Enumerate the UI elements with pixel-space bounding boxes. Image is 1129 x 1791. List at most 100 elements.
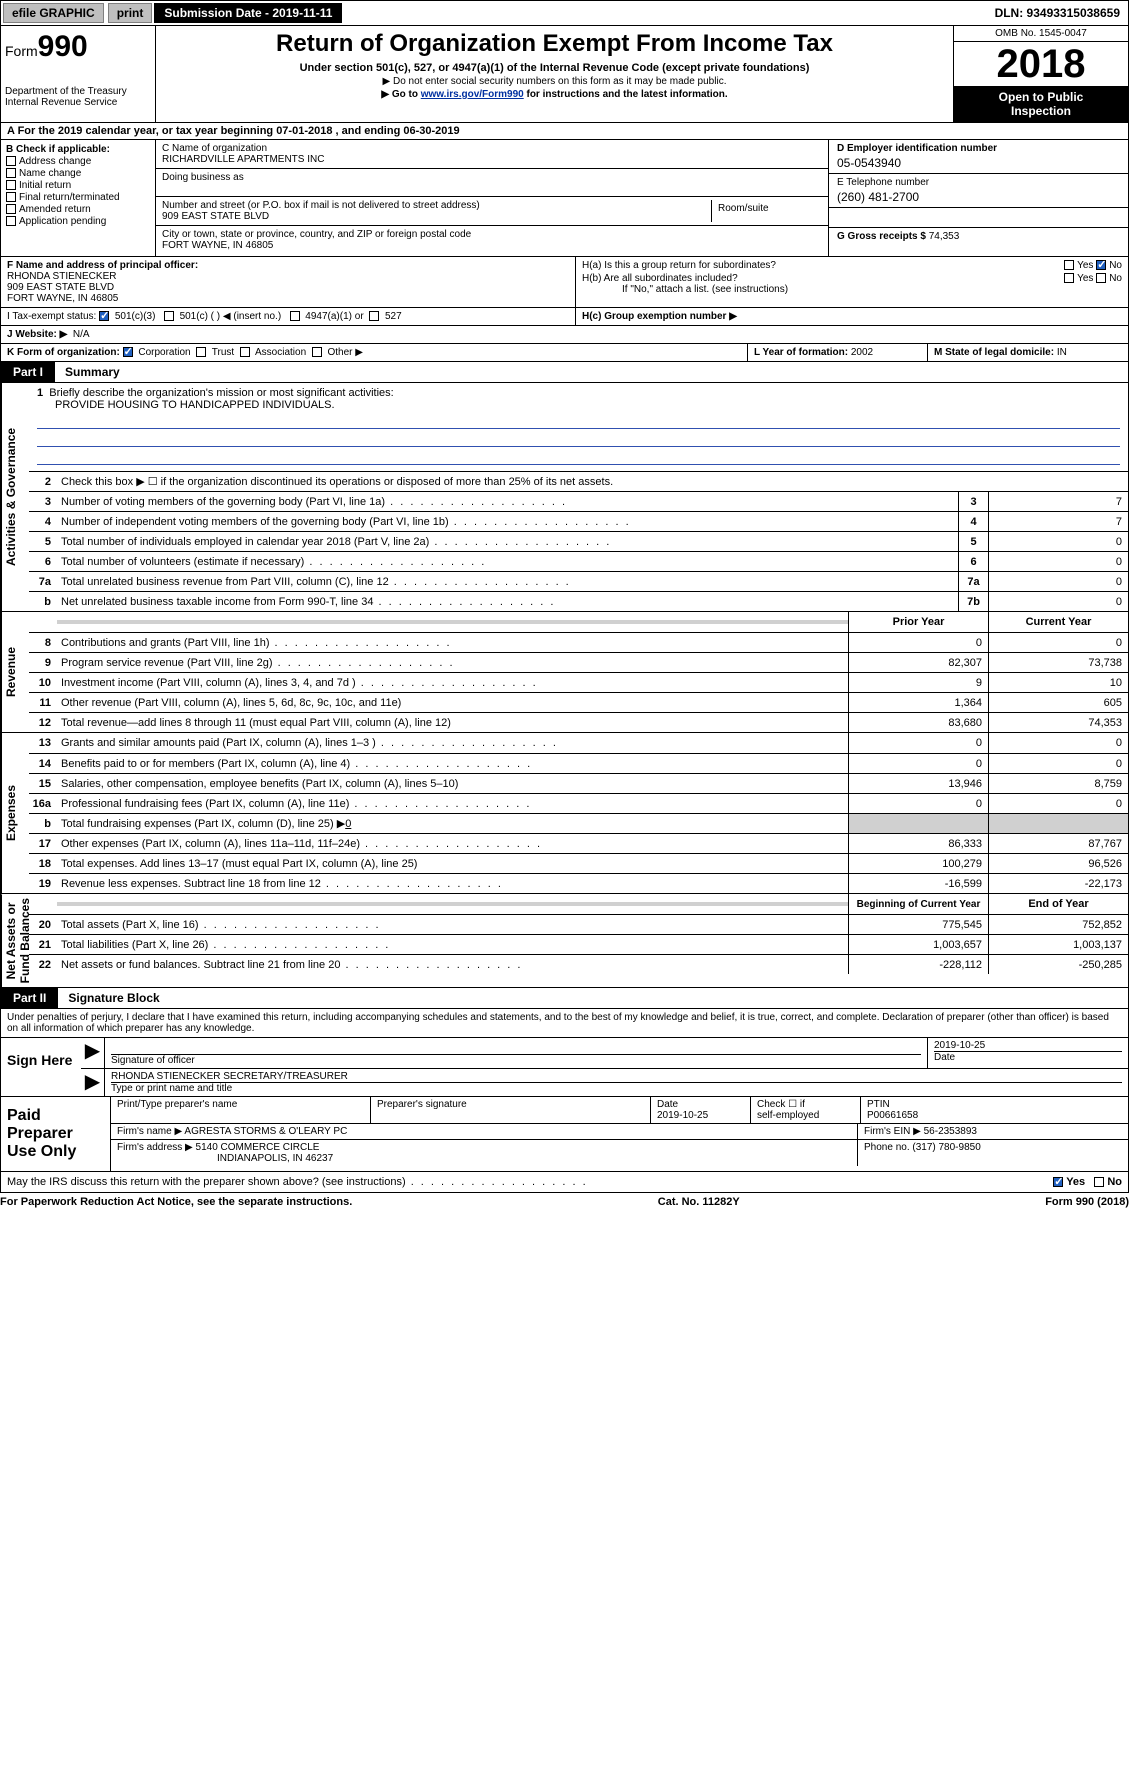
firm-addr-lbl: Firm's address ▶ xyxy=(117,1142,193,1153)
opt-501c3: 501(c)(3) xyxy=(115,311,156,322)
irs-link[interactable]: www.irs.gov/Form990 xyxy=(421,89,524,100)
officer-name: RHONDA STIENECKER xyxy=(7,271,116,282)
sig-date: 2019-10-25 xyxy=(934,1040,1122,1051)
p10: 9 xyxy=(848,673,988,692)
firm-phone: (317) 780-9850 xyxy=(912,1142,980,1153)
v4: 7 xyxy=(988,512,1128,531)
form-prefix: Form xyxy=(5,43,38,59)
chk-amended[interactable] xyxy=(6,204,16,214)
l20: Total assets (Part X, line 16) xyxy=(57,917,848,933)
ha-yes: Yes xyxy=(1077,260,1093,271)
row-klm: K Form of organization: Corporation Trus… xyxy=(0,344,1129,362)
website-lbl: J Website: ▶ xyxy=(7,329,67,340)
irs-label: Internal Revenue Service xyxy=(5,97,151,108)
lbl-pending: Application pending xyxy=(19,216,106,227)
col-b-hdr: B Check if applicable: xyxy=(6,144,110,155)
p11: 1,364 xyxy=(848,693,988,712)
goto-prefix: ▶ Go to xyxy=(381,89,420,100)
chk-trust[interactable] xyxy=(196,347,206,357)
addr-val: 909 EAST STATE BLVD xyxy=(162,211,711,222)
part1-header: Part I Summary xyxy=(0,362,1129,383)
chk-ha-yes[interactable] xyxy=(1064,260,1074,270)
opt-527: 527 xyxy=(385,311,402,322)
v3: 7 xyxy=(988,492,1128,511)
period-text: A For the 2019 calendar year, or tax yea… xyxy=(7,125,460,137)
c13: 0 xyxy=(988,733,1128,753)
p22: -228,112 xyxy=(848,955,988,974)
l2-text: Check this box ▶ ☐ if the organization d… xyxy=(57,473,1128,490)
chk-assoc[interactable] xyxy=(240,347,250,357)
tel-val: (260) 481-2700 xyxy=(837,190,1120,204)
c22: -250,285 xyxy=(988,955,1128,974)
firm-addr2: INDIANAPOLIS, IN 46237 xyxy=(117,1153,333,1164)
mission-text: PROVIDE HOUSING TO HANDICAPPED INDIVIDUA… xyxy=(37,399,1120,411)
p20: 775,545 xyxy=(848,915,988,934)
c16a: 0 xyxy=(988,794,1128,813)
firm-ein: 56-2353893 xyxy=(924,1126,977,1137)
chk-501c3[interactable] xyxy=(99,311,109,321)
gross-lbl: G Gross receipts $ xyxy=(837,231,929,242)
gross-val: 74,353 xyxy=(929,231,960,242)
p12: 83,680 xyxy=(848,713,988,732)
omb-number: OMB No. 1545-0047 xyxy=(954,26,1128,42)
lbl-name: Name change xyxy=(19,168,81,179)
firm-addr1: 5140 COMMERCE CIRCLE xyxy=(196,1142,320,1153)
chk-hb-yes[interactable] xyxy=(1064,273,1074,283)
chk-discuss-yes[interactable] xyxy=(1053,1177,1063,1187)
prep-h5: PTIN xyxy=(867,1099,890,1110)
ssn-note: ▶ Do not enter social security numbers o… xyxy=(164,76,945,87)
dln: DLN: 93493315038659 xyxy=(987,3,1128,23)
chk-501c[interactable] xyxy=(164,311,174,321)
l14: Benefits paid to or for members (Part IX… xyxy=(57,756,848,772)
block-revenue: Revenue Prior YearCurrent Year 8Contribu… xyxy=(0,612,1129,733)
row-j: J Website: ▶ N/A xyxy=(0,326,1129,344)
state-val: IN xyxy=(1057,347,1067,358)
officer-city: FORT WAYNE, IN 46805 xyxy=(7,293,118,304)
print-btn[interactable]: print xyxy=(108,3,153,23)
efile-btn[interactable]: efile GRAPHIC xyxy=(3,3,104,23)
chk-527[interactable] xyxy=(369,311,379,321)
sig-arrow-2: ▶ xyxy=(81,1069,105,1096)
prep-h3: Date xyxy=(657,1099,678,1110)
l9: Program service revenue (Part VIII, line… xyxy=(57,655,848,671)
form-header: Form990 Department of the Treasury Inter… xyxy=(0,26,1129,123)
v7b: 0 xyxy=(988,592,1128,611)
open-public-2: Inspection xyxy=(1011,104,1071,118)
lbl-amended: Amended return xyxy=(19,204,91,215)
p17: 86,333 xyxy=(848,834,988,853)
prep-ptin: P00661658 xyxy=(867,1110,918,1121)
mission-blank-1 xyxy=(37,413,1120,429)
l13: Grants and similar amounts paid (Part IX… xyxy=(57,735,848,751)
footer-cat: Cat. No. 11282Y xyxy=(658,1196,740,1208)
tel-lbl: E Telephone number xyxy=(837,177,1120,188)
v5: 0 xyxy=(988,532,1128,551)
chk-discuss-no[interactable] xyxy=(1094,1177,1104,1187)
chk-4947[interactable] xyxy=(290,311,300,321)
opt-trust: Trust xyxy=(212,347,234,358)
p15: 13,946 xyxy=(848,774,988,793)
hc-lbl: H(c) Group exemption number ▶ xyxy=(582,311,737,322)
chk-other[interactable] xyxy=(312,347,322,357)
row-i: I Tax-exempt status: 501(c)(3) 501(c) ( … xyxy=(0,308,1129,326)
form-subtitle: Under section 501(c), 527, or 4947(a)(1)… xyxy=(164,62,945,74)
c17: 87,767 xyxy=(988,834,1128,853)
col-d-info: D Employer identification number 05-0543… xyxy=(828,140,1128,256)
l16a: Professional fundraising fees (Part IX, … xyxy=(57,796,848,812)
prep-h1: Print/Type preparer's name xyxy=(111,1097,371,1123)
chk-hb-no[interactable] xyxy=(1096,273,1106,283)
row-a-period: A For the 2019 calendar year, or tax yea… xyxy=(0,123,1129,140)
goto-suffix: for instructions and the latest informat… xyxy=(524,89,728,100)
chk-pending[interactable] xyxy=(6,216,16,226)
chk-initial[interactable] xyxy=(6,180,16,190)
part2-header: Part II Signature Block xyxy=(0,988,1129,1009)
chk-corp[interactable] xyxy=(123,347,133,357)
ha-no: No xyxy=(1109,260,1122,271)
l16b: Total fundraising expenses (Part IX, col… xyxy=(57,815,848,832)
chk-final[interactable] xyxy=(6,192,16,202)
chk-ha-no[interactable] xyxy=(1096,260,1106,270)
chk-name[interactable] xyxy=(6,168,16,178)
sig-officer-lbl: Signature of officer xyxy=(111,1054,921,1066)
hdr-end: End of Year xyxy=(988,894,1128,914)
chk-address[interactable] xyxy=(6,156,16,166)
mission-blank-2 xyxy=(37,431,1120,447)
